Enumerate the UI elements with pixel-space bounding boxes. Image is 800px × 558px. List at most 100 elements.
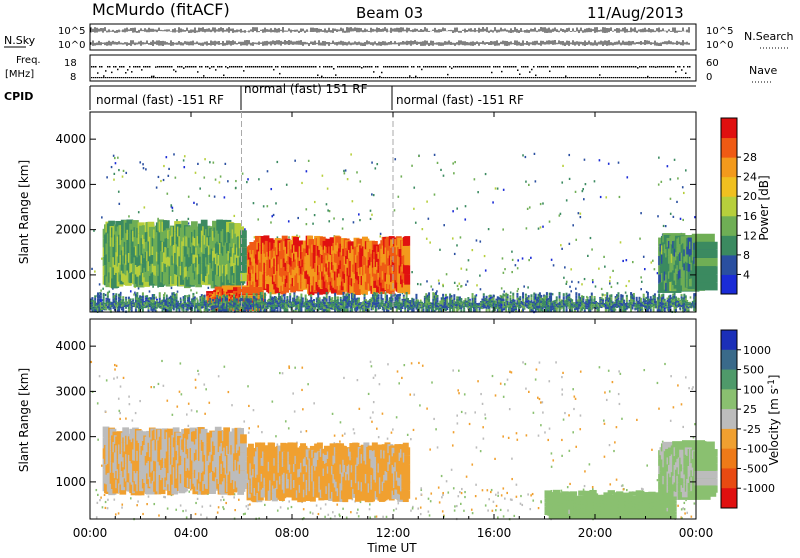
power-cell	[582, 188, 584, 190]
power-cell	[227, 308, 229, 310]
nave-sample	[227, 77, 229, 78]
nave-sample	[431, 77, 433, 78]
power-cell	[319, 297, 321, 299]
power-cell	[461, 285, 463, 287]
freq-sample	[495, 66, 497, 68]
nave-sample	[283, 77, 285, 78]
power-cell	[159, 295, 161, 298]
nave-sample	[327, 77, 329, 78]
power-cell	[492, 201, 494, 203]
freq-sample	[123, 66, 125, 68]
station-title: McMurdo (fitACF)	[92, 0, 230, 19]
power-cell	[263, 205, 265, 207]
freq-sample	[629, 66, 631, 68]
freq-sample	[615, 66, 617, 68]
power-cell	[354, 294, 356, 297]
power-cell	[415, 222, 417, 224]
power-cell	[428, 308, 430, 311]
nave-sample	[171, 77, 173, 78]
freq-sample	[469, 66, 471, 68]
power-cell	[400, 310, 402, 312]
freq-sample	[493, 66, 495, 68]
nave-sample	[143, 77, 145, 78]
power-cell	[569, 286, 571, 288]
power-cell	[180, 301, 182, 303]
power-cell	[345, 169, 347, 171]
power-cell	[657, 215, 659, 217]
freq-sample	[619, 66, 621, 68]
freq-sample	[433, 66, 435, 68]
power-cell	[244, 228, 246, 230]
power-cell	[561, 248, 563, 250]
freq-sample	[665, 66, 667, 68]
power-cell	[549, 221, 551, 223]
freq-sample	[93, 66, 95, 68]
nave-sample	[187, 77, 189, 78]
power-cell	[271, 215, 273, 217]
power-cell	[540, 203, 542, 205]
nave-sample	[517, 77, 519, 78]
power-cell	[118, 191, 120, 193]
power-cell	[206, 309, 208, 310]
nave-tick-top: 60	[706, 58, 719, 69]
nave-sample	[685, 77, 687, 78]
power-cell	[300, 309, 302, 312]
nave-sample	[259, 77, 261, 78]
nave-sample	[261, 77, 263, 78]
power-cell	[464, 218, 466, 220]
freq-sample	[149, 66, 151, 68]
nave-sample	[641, 77, 643, 78]
nave-sample	[549, 77, 551, 78]
nave-sample	[199, 77, 201, 78]
power-cell	[99, 283, 101, 285]
nave-sample	[263, 77, 265, 78]
freq-sample	[203, 75, 205, 77]
power-cell	[279, 309, 281, 312]
freq-sample	[139, 66, 141, 68]
nave-sample	[137, 77, 139, 78]
power-cell	[148, 309, 150, 311]
power-cell	[246, 293, 248, 296]
nave-sample	[461, 77, 463, 78]
power-cell	[128, 215, 130, 217]
freq-sample	[539, 66, 541, 68]
freq-sample	[285, 66, 287, 68]
nave-sample	[317, 77, 319, 78]
power-cell	[618, 162, 620, 164]
power-cell	[177, 301, 179, 302]
freq-sample	[237, 66, 239, 68]
power-cell	[568, 154, 570, 156]
freq-trace	[91, 66, 691, 78]
nave-sample	[225, 77, 227, 78]
nave-sample	[291, 77, 293, 78]
freq-sample	[331, 66, 333, 68]
power-cell	[257, 218, 259, 220]
freq-sample	[157, 66, 159, 68]
nave-sample	[233, 77, 235, 78]
power-cell	[372, 307, 374, 310]
freq-sample	[497, 66, 499, 68]
nave-sample	[675, 77, 677, 78]
nave-sample	[659, 77, 661, 78]
nave-sample	[613, 77, 615, 78]
power-cell	[644, 268, 646, 270]
power-cell	[115, 162, 117, 164]
power-cell	[188, 295, 190, 297]
nave-sample	[183, 77, 185, 78]
power-cell	[188, 297, 190, 299]
power-cell	[457, 285, 459, 287]
power-cell	[485, 173, 487, 175]
freq-sample	[571, 66, 573, 68]
nave-sample	[577, 77, 579, 78]
freq-sample	[419, 66, 421, 68]
power-cell	[640, 288, 642, 290]
power-cell	[314, 308, 316, 309]
nave-sample	[595, 77, 597, 78]
power-cell	[527, 286, 529, 288]
power-cell	[178, 309, 180, 310]
power-cell	[122, 176, 124, 178]
power-cell	[276, 161, 278, 163]
nave-sample	[323, 77, 325, 78]
power-cell	[643, 256, 645, 258]
power-cell	[353, 221, 355, 223]
